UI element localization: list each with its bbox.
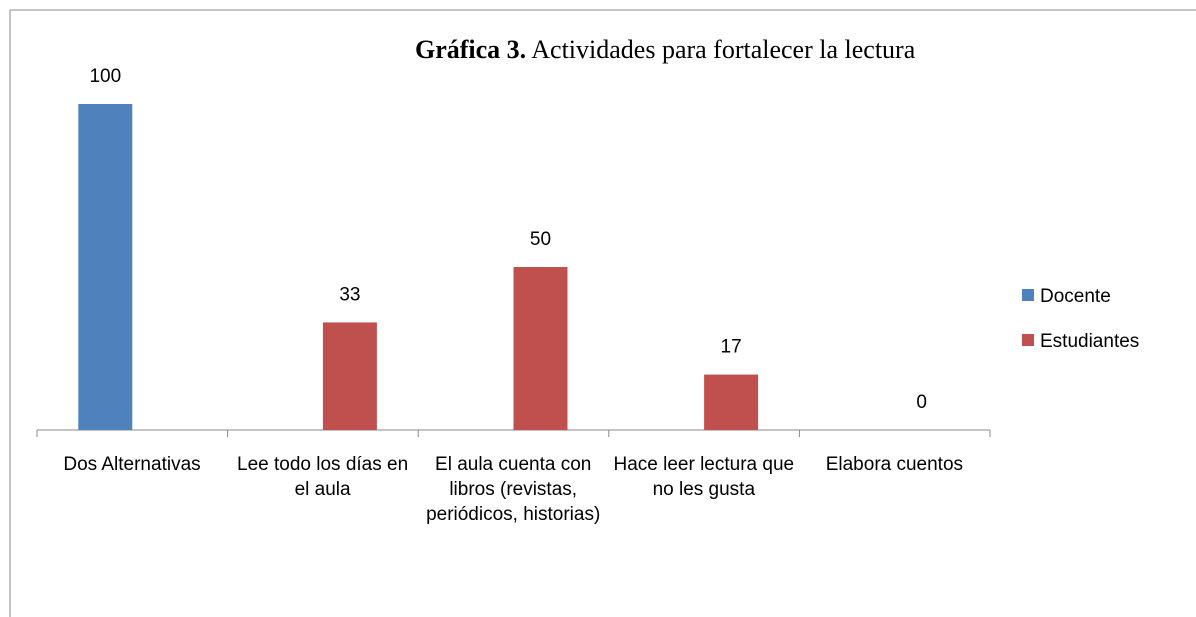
legend-swatch (1022, 289, 1034, 301)
bar (704, 374, 759, 430)
data-label: 33 (339, 284, 360, 305)
x-tick-label: Hace leer lectura que no les gusta (613, 454, 795, 500)
data-label: 100 (89, 66, 121, 87)
legend-swatch (1022, 334, 1034, 346)
x-tick-label: El aula cuenta con libros (revistas, per… (426, 454, 601, 525)
x-tick-label: Dos Alternativas (63, 454, 201, 475)
legend-label: Estudiantes (1040, 331, 1139, 352)
bar (513, 267, 568, 430)
data-label: 0 (916, 392, 927, 413)
x-tick-label: Elabora cuentos (825, 454, 964, 475)
chart-title: Gráfica 3. Actividades para fortalecer l… (415, 35, 916, 64)
x-tick-label: Lee todo los días en el aula (237, 454, 409, 500)
data-label: 17 (721, 337, 742, 358)
bar (78, 104, 133, 430)
legend-label: Docente (1040, 286, 1111, 307)
bar (322, 322, 377, 430)
data-label: 50 (530, 229, 551, 250)
